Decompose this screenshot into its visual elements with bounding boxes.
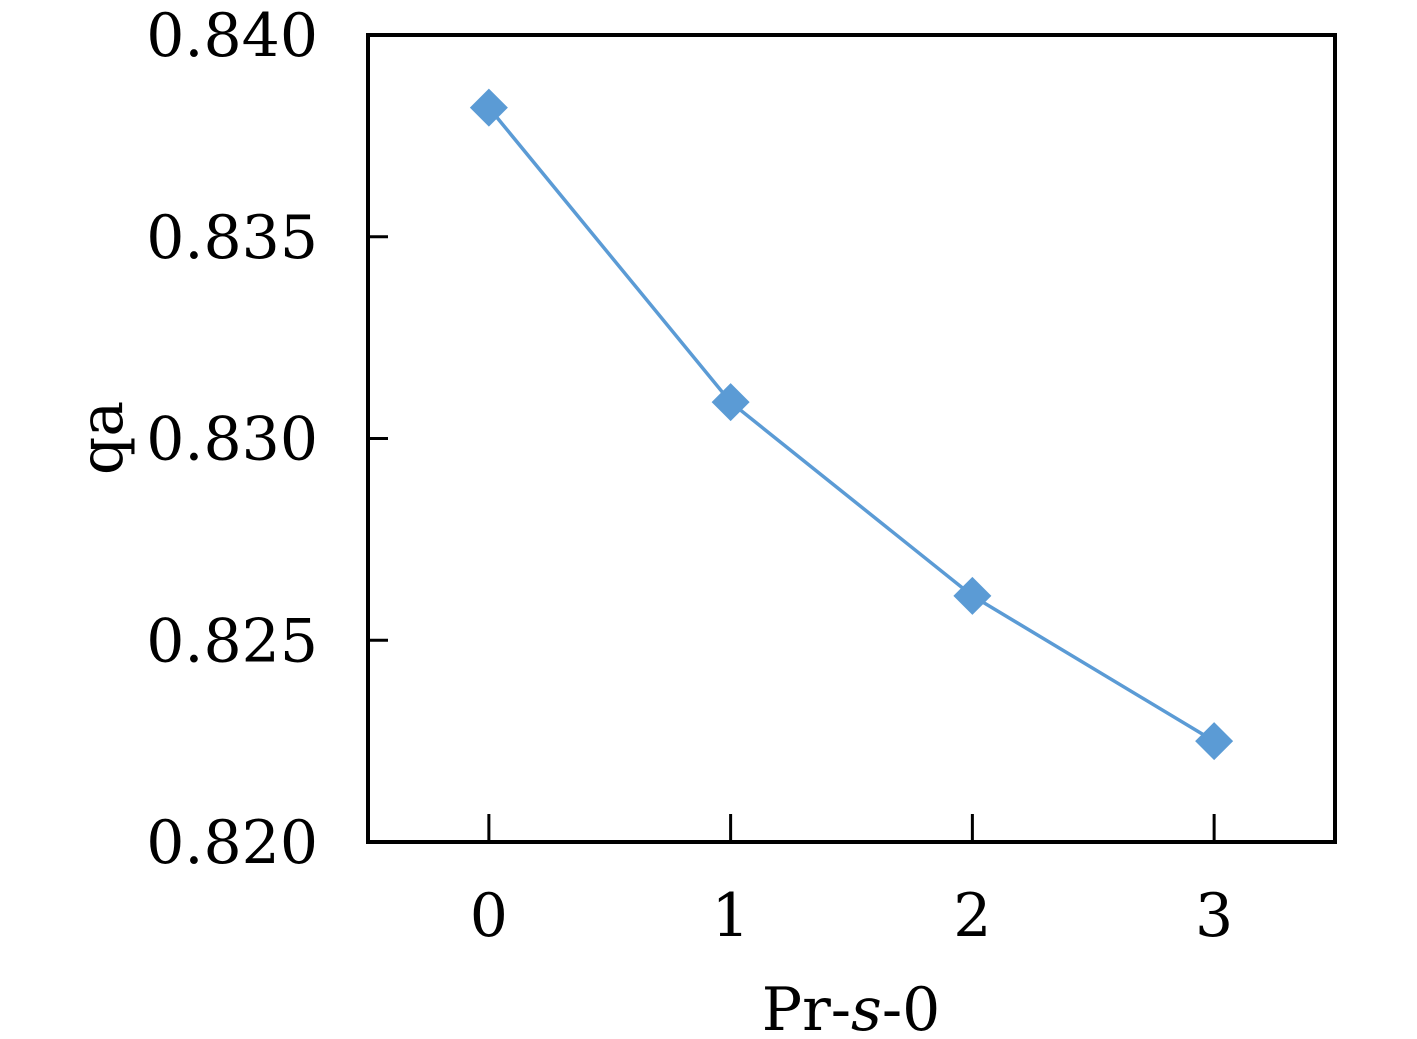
plot-area-frame (366, 33, 1337, 844)
x-tick-label: 0 (470, 881, 508, 951)
y-tick-label: 0.825 (146, 606, 318, 676)
data-point-marker (469, 88, 508, 127)
y-axis: 0.840 0.835 0.830 0.825 0.820 (146, 1, 388, 878)
y-tick-label: 0.820 (146, 808, 318, 878)
y-tick-label: 0.835 (146, 203, 318, 273)
x-axis: 0 1 2 3 (470, 814, 1233, 951)
data-point-marker (711, 383, 750, 422)
y-tick-label: 0.840 (146, 1, 318, 71)
series-line (487, 106, 1216, 743)
x-axis-label: Pr-s-0 (762, 975, 941, 1039)
y-tick-label: 0.830 (146, 405, 318, 475)
series-layer (469, 88, 1234, 761)
data-point-marker (1195, 722, 1234, 761)
x-tick-label: 3 (1195, 881, 1233, 951)
x-axis-label-part-italic: s (851, 975, 882, 1039)
x-axis-label-part: -0 (882, 975, 940, 1039)
y-axis-label: qa (67, 401, 137, 475)
x-tick-label: 2 (953, 881, 991, 951)
x-tick-label: 1 (712, 881, 750, 951)
x-axis-label-part: Pr- (762, 975, 851, 1039)
data-point-marker (953, 576, 992, 615)
